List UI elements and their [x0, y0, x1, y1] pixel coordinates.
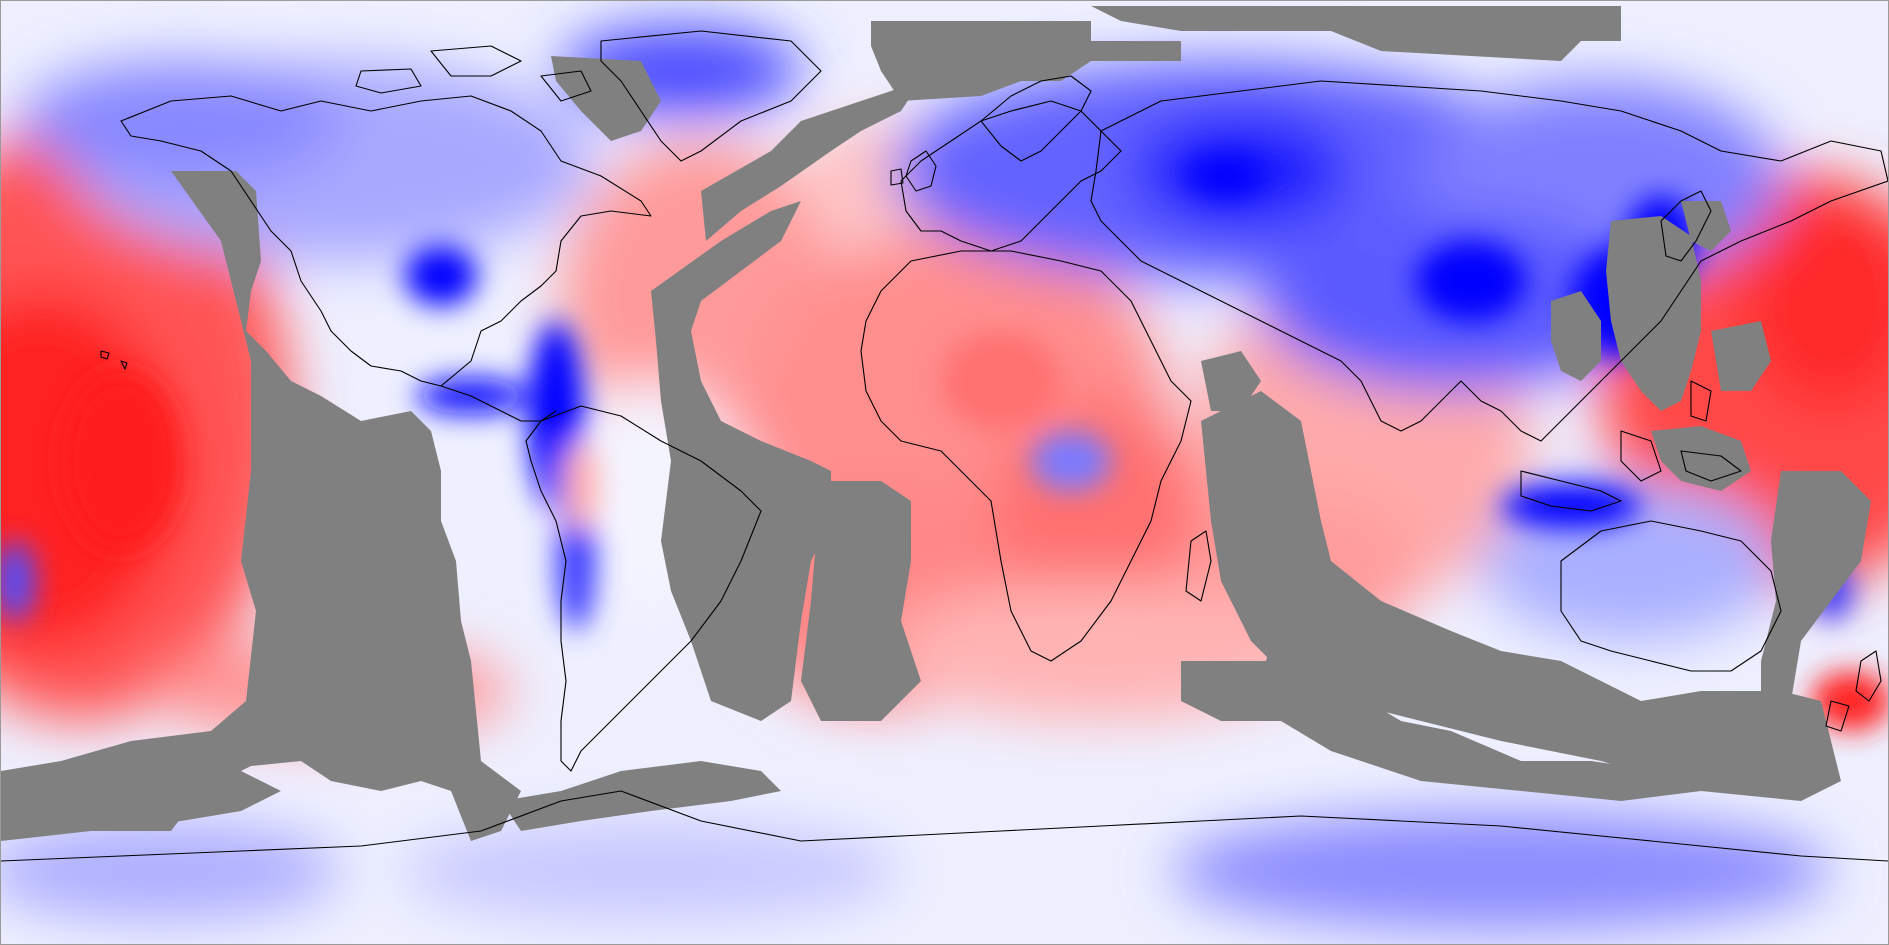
- missing-data-mask: [1, 6, 1871, 841]
- coastline-asia: [1090, 80, 1888, 442]
- coastlines: [1, 30, 1888, 862]
- coastline-north-america: [120, 95, 652, 387]
- coastline-south-america: [525, 405, 762, 772]
- coastline-maritime-continent: [1520, 380, 1742, 512]
- coastline-japan: [1660, 190, 1712, 262]
- coastline-greenland: [600, 30, 822, 162]
- coastline-australia: [1560, 520, 1782, 672]
- coastline-europe: [900, 100, 1122, 252]
- coastline-british-isles: [890, 150, 937, 192]
- coastline-madagascar: [1185, 530, 1212, 602]
- coastline-central-america: [440, 385, 557, 422]
- coastline-arctic-islands: [355, 45, 592, 102]
- coastline-africa: [860, 250, 1192, 662]
- coastline-scandinavia: [980, 75, 1092, 162]
- coastline-antarctica: [1, 790, 1888, 862]
- coastline-new-zealand: [1825, 650, 1882, 732]
- coastline-pacific-islands: [100, 350, 128, 370]
